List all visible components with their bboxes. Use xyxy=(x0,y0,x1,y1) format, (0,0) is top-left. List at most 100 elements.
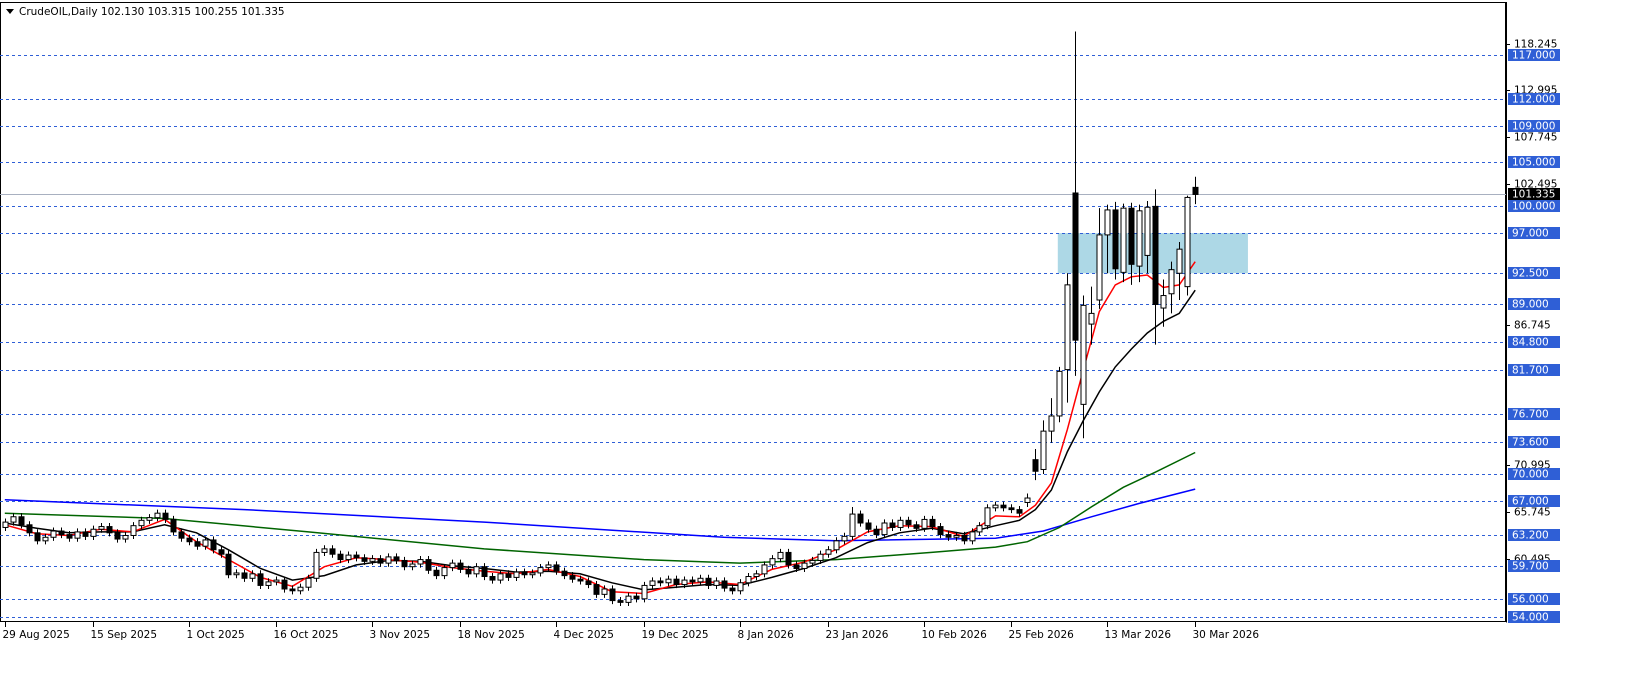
candle-body xyxy=(801,562,808,569)
level-label-box xyxy=(1508,364,1560,376)
candle-body xyxy=(34,532,41,542)
candle-body xyxy=(713,580,720,586)
candle-body xyxy=(130,525,137,536)
candle-body xyxy=(202,539,209,547)
candle-body xyxy=(1168,269,1175,295)
candle-body xyxy=(50,530,57,538)
candle-body xyxy=(241,572,248,579)
candle-body xyxy=(393,556,400,561)
candle-body xyxy=(961,534,968,542)
candle-body xyxy=(353,554,360,559)
candle-body xyxy=(593,584,600,595)
level-label-box xyxy=(1508,529,1560,541)
candle-body xyxy=(873,528,880,536)
candle-body xyxy=(273,579,280,583)
candle-body xyxy=(257,573,264,586)
candle-body xyxy=(753,573,760,578)
x-tick-label: 16 Oct 2025 xyxy=(274,629,339,641)
candle-body xyxy=(553,564,560,572)
candle-body xyxy=(505,573,512,578)
candle-body xyxy=(729,587,736,592)
candle-body xyxy=(1160,295,1167,309)
candle-body xyxy=(569,575,576,580)
candle-body xyxy=(577,578,584,582)
candle-body xyxy=(992,504,999,509)
candle-body xyxy=(18,516,25,526)
candle-body xyxy=(1048,415,1055,432)
candle-body xyxy=(1144,206,1151,256)
y-tick-label: 86.745 xyxy=(1514,320,1551,332)
candle-body xyxy=(377,558,384,564)
level-label: 81.700 xyxy=(1512,365,1549,377)
level-label-box xyxy=(1508,49,1560,61)
candle-body xyxy=(194,541,201,547)
x-tick-label: 29 Aug 2025 xyxy=(3,629,70,641)
candle-body xyxy=(1000,504,1007,509)
candle-body xyxy=(601,588,608,595)
candle-body xyxy=(529,572,536,576)
candle-body xyxy=(74,531,81,539)
level-label: 112.000 xyxy=(1512,94,1555,106)
candle-body xyxy=(1128,207,1135,265)
x-tick-label: 23 Jan 2026 xyxy=(826,629,889,641)
candle-body xyxy=(1032,459,1039,472)
level-label: 54.000 xyxy=(1512,612,1549,624)
candle-body xyxy=(473,566,480,575)
candle-body xyxy=(1080,304,1087,405)
candle-body xyxy=(976,525,983,533)
level-label-box xyxy=(1508,495,1560,507)
x-tick-label: 18 Nov 2025 xyxy=(458,629,525,641)
candle-body xyxy=(433,569,440,577)
level-label-box xyxy=(1508,611,1560,623)
level-label-box xyxy=(1508,560,1560,572)
candle-body xyxy=(665,578,672,584)
x-tick-label: 3 Nov 2025 xyxy=(370,629,431,641)
candle-body xyxy=(225,553,232,576)
candle-body xyxy=(449,562,456,569)
candle-body xyxy=(154,512,161,519)
x-tick-label: 13 Mar 2026 xyxy=(1105,629,1172,641)
level-label: 67.000 xyxy=(1512,496,1549,508)
candle-body xyxy=(441,567,448,577)
candle-body xyxy=(737,582,744,592)
candle-body xyxy=(289,588,296,592)
moving-average xyxy=(4,289,1196,591)
candle-body xyxy=(913,524,920,529)
candle-body xyxy=(417,559,424,565)
candle-body xyxy=(186,537,193,543)
candle-body xyxy=(361,557,368,562)
candle-body xyxy=(329,548,336,555)
candle-body xyxy=(881,522,888,536)
x-tick-label: 15 Sep 2025 xyxy=(91,629,158,641)
candle-body xyxy=(1192,186,1199,195)
candle-body xyxy=(58,530,65,536)
candle-body xyxy=(497,573,504,581)
level-label: 59.700 xyxy=(1512,561,1549,573)
chart-title: CrudeOIL,Daily 102.130 103.315 100.255 1… xyxy=(19,6,285,18)
candle-body xyxy=(561,570,568,577)
candle-body xyxy=(833,540,840,551)
candle-body xyxy=(1152,205,1159,305)
level-label-box xyxy=(1508,156,1560,168)
level-label-box xyxy=(1508,593,1560,605)
y-tick-label: 102.495 xyxy=(1514,179,1557,191)
candle-body xyxy=(825,549,832,555)
candle-body xyxy=(98,526,105,530)
candle-body xyxy=(1176,248,1183,274)
candle-body xyxy=(249,573,256,579)
candle-body xyxy=(953,534,960,538)
candle-body xyxy=(481,566,488,578)
price-label: 101.335 xyxy=(1512,189,1555,201)
level-label: 56.000 xyxy=(1512,594,1549,606)
candle-body xyxy=(218,549,225,555)
candle-body xyxy=(1120,207,1127,273)
level-label-box xyxy=(1508,408,1560,420)
candle-body xyxy=(210,539,217,551)
candle-body xyxy=(1016,509,1023,514)
candle-body xyxy=(122,534,129,540)
candle-body xyxy=(465,568,472,575)
candle-body xyxy=(849,513,856,537)
level-label: 89.000 xyxy=(1512,299,1549,311)
candle-body xyxy=(1096,234,1103,301)
level-label-box xyxy=(1508,227,1560,239)
